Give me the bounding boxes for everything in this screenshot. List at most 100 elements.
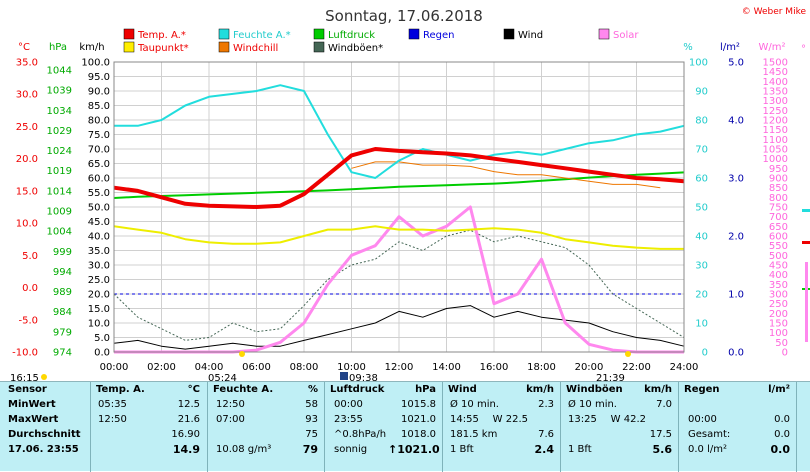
header-hum-unit: % <box>307 384 318 395</box>
pct-tick-label: 10 <box>695 319 708 330</box>
hpa-tick-label: 1019 <box>47 166 72 177</box>
series-line-windb-en <box>113 229 685 341</box>
pct-tick-label: 90 <box>695 87 708 98</box>
series-line-taupunkt <box>113 225 684 250</box>
table-cell-rain-a: Gesamt: <box>688 429 731 440</box>
temp-tick-label: 25.0 <box>16 122 38 133</box>
x-tick-label: 22:00 <box>622 362 651 373</box>
legend-swatch <box>503 28 515 40</box>
table-cell-wind-a: 1 Bft <box>450 444 474 455</box>
solar-tick-label: 1450 <box>763 67 788 78</box>
table-cell-label: Durchschnitt <box>8 429 81 440</box>
table-cell-wind-val: 7.6 <box>538 429 554 440</box>
header-temp-unit: °C <box>187 384 200 395</box>
x-tick-label: 00:00 <box>100 362 129 373</box>
hpa-tick-label: 1004 <box>47 227 72 238</box>
solar-tick-label: 1350 <box>763 87 788 98</box>
x-tick-label: 12:00 <box>385 362 414 373</box>
legend-label: Regen <box>423 30 455 41</box>
kmh-tick-label: 15.0 <box>88 304 110 315</box>
solar-tick-label: 1250 <box>763 106 788 117</box>
header-sensor: Sensor <box>8 384 47 395</box>
temp-tick-label: 5.0 <box>22 251 38 262</box>
table-cell-rain-val: 0.0 <box>770 443 791 456</box>
kmh-tick-label: 40.0 <box>88 232 110 243</box>
pct-tick-label: 0 <box>702 348 708 359</box>
table-cell-press-time: 00:00 <box>334 399 363 410</box>
table-cell-label: MaxWert <box>8 414 59 425</box>
sunrise-icon <box>239 351 245 357</box>
table-cell-wind-val: 2.3 <box>538 399 554 410</box>
series-line-luftdruck <box>113 171 685 199</box>
hpa-tick-label: 1044 <box>47 66 72 77</box>
sun-icon-left <box>41 374 47 380</box>
table-cell-press-val: 1021.0 <box>401 414 436 425</box>
solar-tick-label: 1000 <box>763 154 788 165</box>
kmh-tick-label: 0.0 <box>94 348 110 359</box>
legend-label: Taupunkt* <box>137 43 189 54</box>
header-wind: Wind <box>448 384 477 395</box>
solar-tick-label: 1100 <box>763 135 788 146</box>
header-rain-unit: l/m² <box>768 384 790 395</box>
table-cell-rain-val: 0.0 <box>774 429 790 440</box>
axis-unit-pct: % <box>683 42 693 53</box>
kmh-tick-label: 10.0 <box>88 319 110 330</box>
solar-tick-label: 800 <box>769 193 788 204</box>
solar-tick-label: 650 <box>769 222 788 233</box>
kmh-tick-label: 30.0 <box>88 261 110 272</box>
solar-tick-label: 1150 <box>763 125 788 136</box>
solar-tick-label: 300 <box>769 290 788 301</box>
table-cell-gust-a: Ø 10 min. <box>568 399 617 410</box>
x-tick-label: 06:00 <box>242 362 271 373</box>
table-cell-wind-b: W 22.5 <box>492 414 528 425</box>
noon-label: 09:38 <box>349 373 378 381</box>
noon-marker-icon <box>340 372 348 380</box>
solar-tick-label: 750 <box>769 203 788 214</box>
weather-chart: Sonntag, 17.06.2018 © Weber Mike Temp. A… <box>10 7 810 381</box>
legend-label: Luftdruck <box>328 30 375 41</box>
x-tick-label: 16:00 <box>480 362 509 373</box>
kmh-tick-label: 70.0 <box>88 145 110 156</box>
table-cell-gust-val: 7.0 <box>656 399 672 410</box>
temp-tick-label: 20.0 <box>16 154 38 165</box>
kmh-tick-label: 50.0 <box>88 203 110 214</box>
legend-swatch <box>123 28 135 40</box>
grid-lines <box>113 61 685 353</box>
solar-tick-label: 700 <box>769 212 788 223</box>
table-cell-press-time: 23:55 <box>334 414 363 425</box>
series-line-feuchte-a <box>114 84 685 179</box>
table-cell-temp-time: 05:35 <box>98 399 127 410</box>
x-tick-label: 14:00 <box>432 362 461 373</box>
temp-tick-label: 35.0 <box>16 58 38 69</box>
table-cell-temp-time: 12:50 <box>98 414 127 425</box>
table-cell-label: MinWert <box>8 399 56 410</box>
table-cell-gust-val: 17.5 <box>649 429 672 440</box>
temp-tick-label: 0.0 <box>22 283 38 294</box>
table-cell-hum-time: 07:00 <box>216 414 245 425</box>
stats-table: Sensor Temp. A. °C Feuchte A. % Luftdruc… <box>0 381 810 472</box>
pct-tick-label: 60 <box>695 174 708 185</box>
series-line-temp-a <box>113 147 685 209</box>
rain-tick-label: 0.0 <box>728 348 744 359</box>
header-hum: Feuchte A. <box>213 384 274 395</box>
table-cell-hum-time: 10.08 g/m³ <box>216 444 272 455</box>
solar-tick-label: 250 <box>769 299 788 310</box>
x-tick-label: 20:00 <box>575 362 604 373</box>
solar-tick-label: 350 <box>769 280 788 291</box>
table-cell-hum-val: 75 <box>305 429 318 440</box>
pct-tick-label: 50 <box>695 203 708 214</box>
table-cell-temp-val: 12.5 <box>177 399 200 410</box>
legend-label: Feuchte A.* <box>233 30 291 41</box>
kmh-tick-label: 5.0 <box>94 333 110 344</box>
legend-swatch <box>218 41 230 53</box>
rain-tick-label: 2.0 <box>728 232 744 243</box>
temp-tick-label: 10.0 <box>16 219 38 230</box>
solar-tick-label: 0 <box>782 348 788 359</box>
hpa-tick-label: 1039 <box>47 86 72 97</box>
header-temp: Temp. A. <box>96 384 145 395</box>
hpa-tick-label: 1029 <box>47 126 72 137</box>
x-tick-label: 24:00 <box>670 362 699 373</box>
solar-tick-label: 400 <box>769 270 788 281</box>
solar-tick-label: 600 <box>769 232 788 243</box>
header-rain: Regen <box>684 384 720 395</box>
